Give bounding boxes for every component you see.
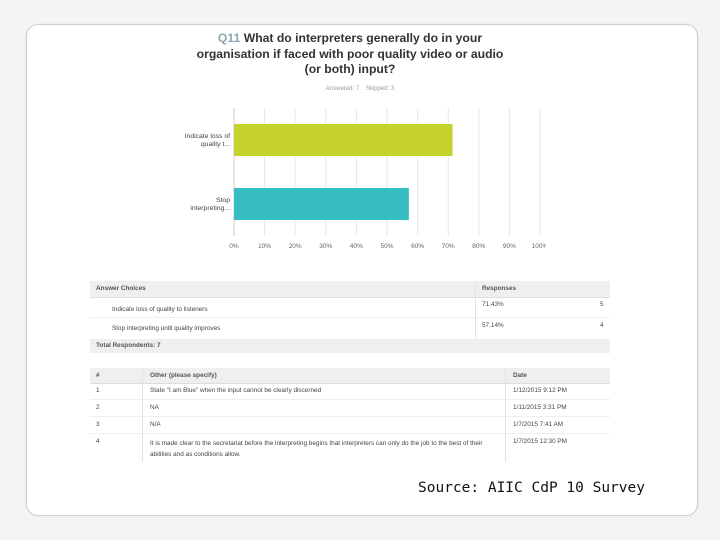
table-row: 1 State "I am Blue" when the input canno… [90, 383, 610, 400]
question-title: Q11 What do interpreters generally do in… [190, 31, 510, 78]
other-col-divider-2 [505, 368, 506, 462]
x-tick-label: 60% [411, 243, 424, 250]
x-tick-label: 20% [289, 243, 302, 250]
other-col-divider-1 [142, 368, 143, 462]
responses-header: Responses [482, 285, 517, 292]
other-date: 1/11/2015 3:31 PM [513, 404, 567, 411]
category-label: Indicate loss of quality t... [185, 133, 230, 148]
other-table: # Other (please specify) Date 1 State "I… [90, 368, 610, 462]
other-number: 4 [96, 438, 100, 445]
answers-header-row: Answer Choices Responses [90, 281, 610, 298]
other-header-row: # Other (please specify) Date [90, 368, 610, 384]
answer-choices-header: Answer Choices [96, 285, 146, 292]
table-row: 2 NA 1/11/2015 3:31 PM [90, 399, 610, 417]
other-text: N/A [150, 421, 161, 428]
answers-table: Answer Choices Responses Indicate loss o… [90, 281, 610, 353]
x-tick-label: 70% [442, 243, 455, 250]
question-number: Q11 [217, 31, 241, 45]
x-tick-label: 90% [503, 243, 516, 250]
table-row: Stop interpreting until quality improves… [90, 317, 610, 340]
question-text: What do interpreters generally do in you… [196, 31, 504, 76]
other-text: It is made clear to the secretariat befo… [150, 440, 483, 458]
table-row: Indicate loss of quality to listeners 71… [90, 297, 610, 318]
bar [234, 124, 453, 156]
bar-chart: 0% 10% 20% 30% 40% 50% 60% 70% 80% 90% 100% Indicat… [185, 108, 546, 250]
answered-count: Answered: 7 [325, 86, 360, 92]
category-label: Stop interpreting... [190, 197, 230, 212]
x-tick-label: 100% [532, 243, 546, 250]
table-row: 3 N/A 1/7/2015 7:41 AM [90, 416, 610, 434]
x-tick-label: 0% [229, 243, 239, 250]
other-date: 1/7/2015 7:41 AM [513, 421, 564, 428]
other-text: NA [150, 404, 159, 411]
x-tick-label: 80% [472, 243, 485, 250]
x-tick-label: 50% [380, 243, 393, 250]
date-header: Date [513, 372, 527, 379]
answer-choice: Stop interpreting until quality improves [112, 325, 221, 332]
number-header: # [96, 372, 100, 379]
answer-choice: Indicate loss of quality to listeners [112, 306, 208, 313]
other-number: 1 [96, 387, 100, 394]
bar [234, 188, 409, 220]
response-count: 4 [600, 322, 604, 329]
x-tick-label: 10% [258, 243, 271, 250]
slide-frame [26, 24, 698, 516]
other-date: 1/12/2015 9:12 PM [513, 387, 568, 394]
x-tick-label: 30% [319, 243, 332, 250]
total-row: Total Respondents: 7 [90, 339, 610, 353]
other-text: State "I am Blue" when the input cannot … [150, 387, 322, 394]
skipped-count: Skipped: 3 [365, 86, 395, 92]
response-percent: 71.43% [482, 301, 504, 308]
source-caption: Source: AIIC CdP 10 Survey [418, 480, 645, 496]
table-row: 4 It is made clear to the secretariat be… [90, 433, 610, 462]
other-number: 3 [96, 421, 100, 428]
response-count: 5 [600, 301, 604, 308]
other-header: Other (please specify) [150, 372, 217, 379]
other-date: 1/7/2015 12:30 PM [513, 438, 568, 445]
answered-skipped: Answered: 7 Skipped: 3 [260, 86, 460, 92]
total-respondents: Total Respondents: 7 [96, 342, 161, 349]
response-percent: 57.14% [482, 322, 504, 329]
other-number: 2 [96, 404, 100, 411]
x-tick-label: 40% [350, 243, 363, 250]
